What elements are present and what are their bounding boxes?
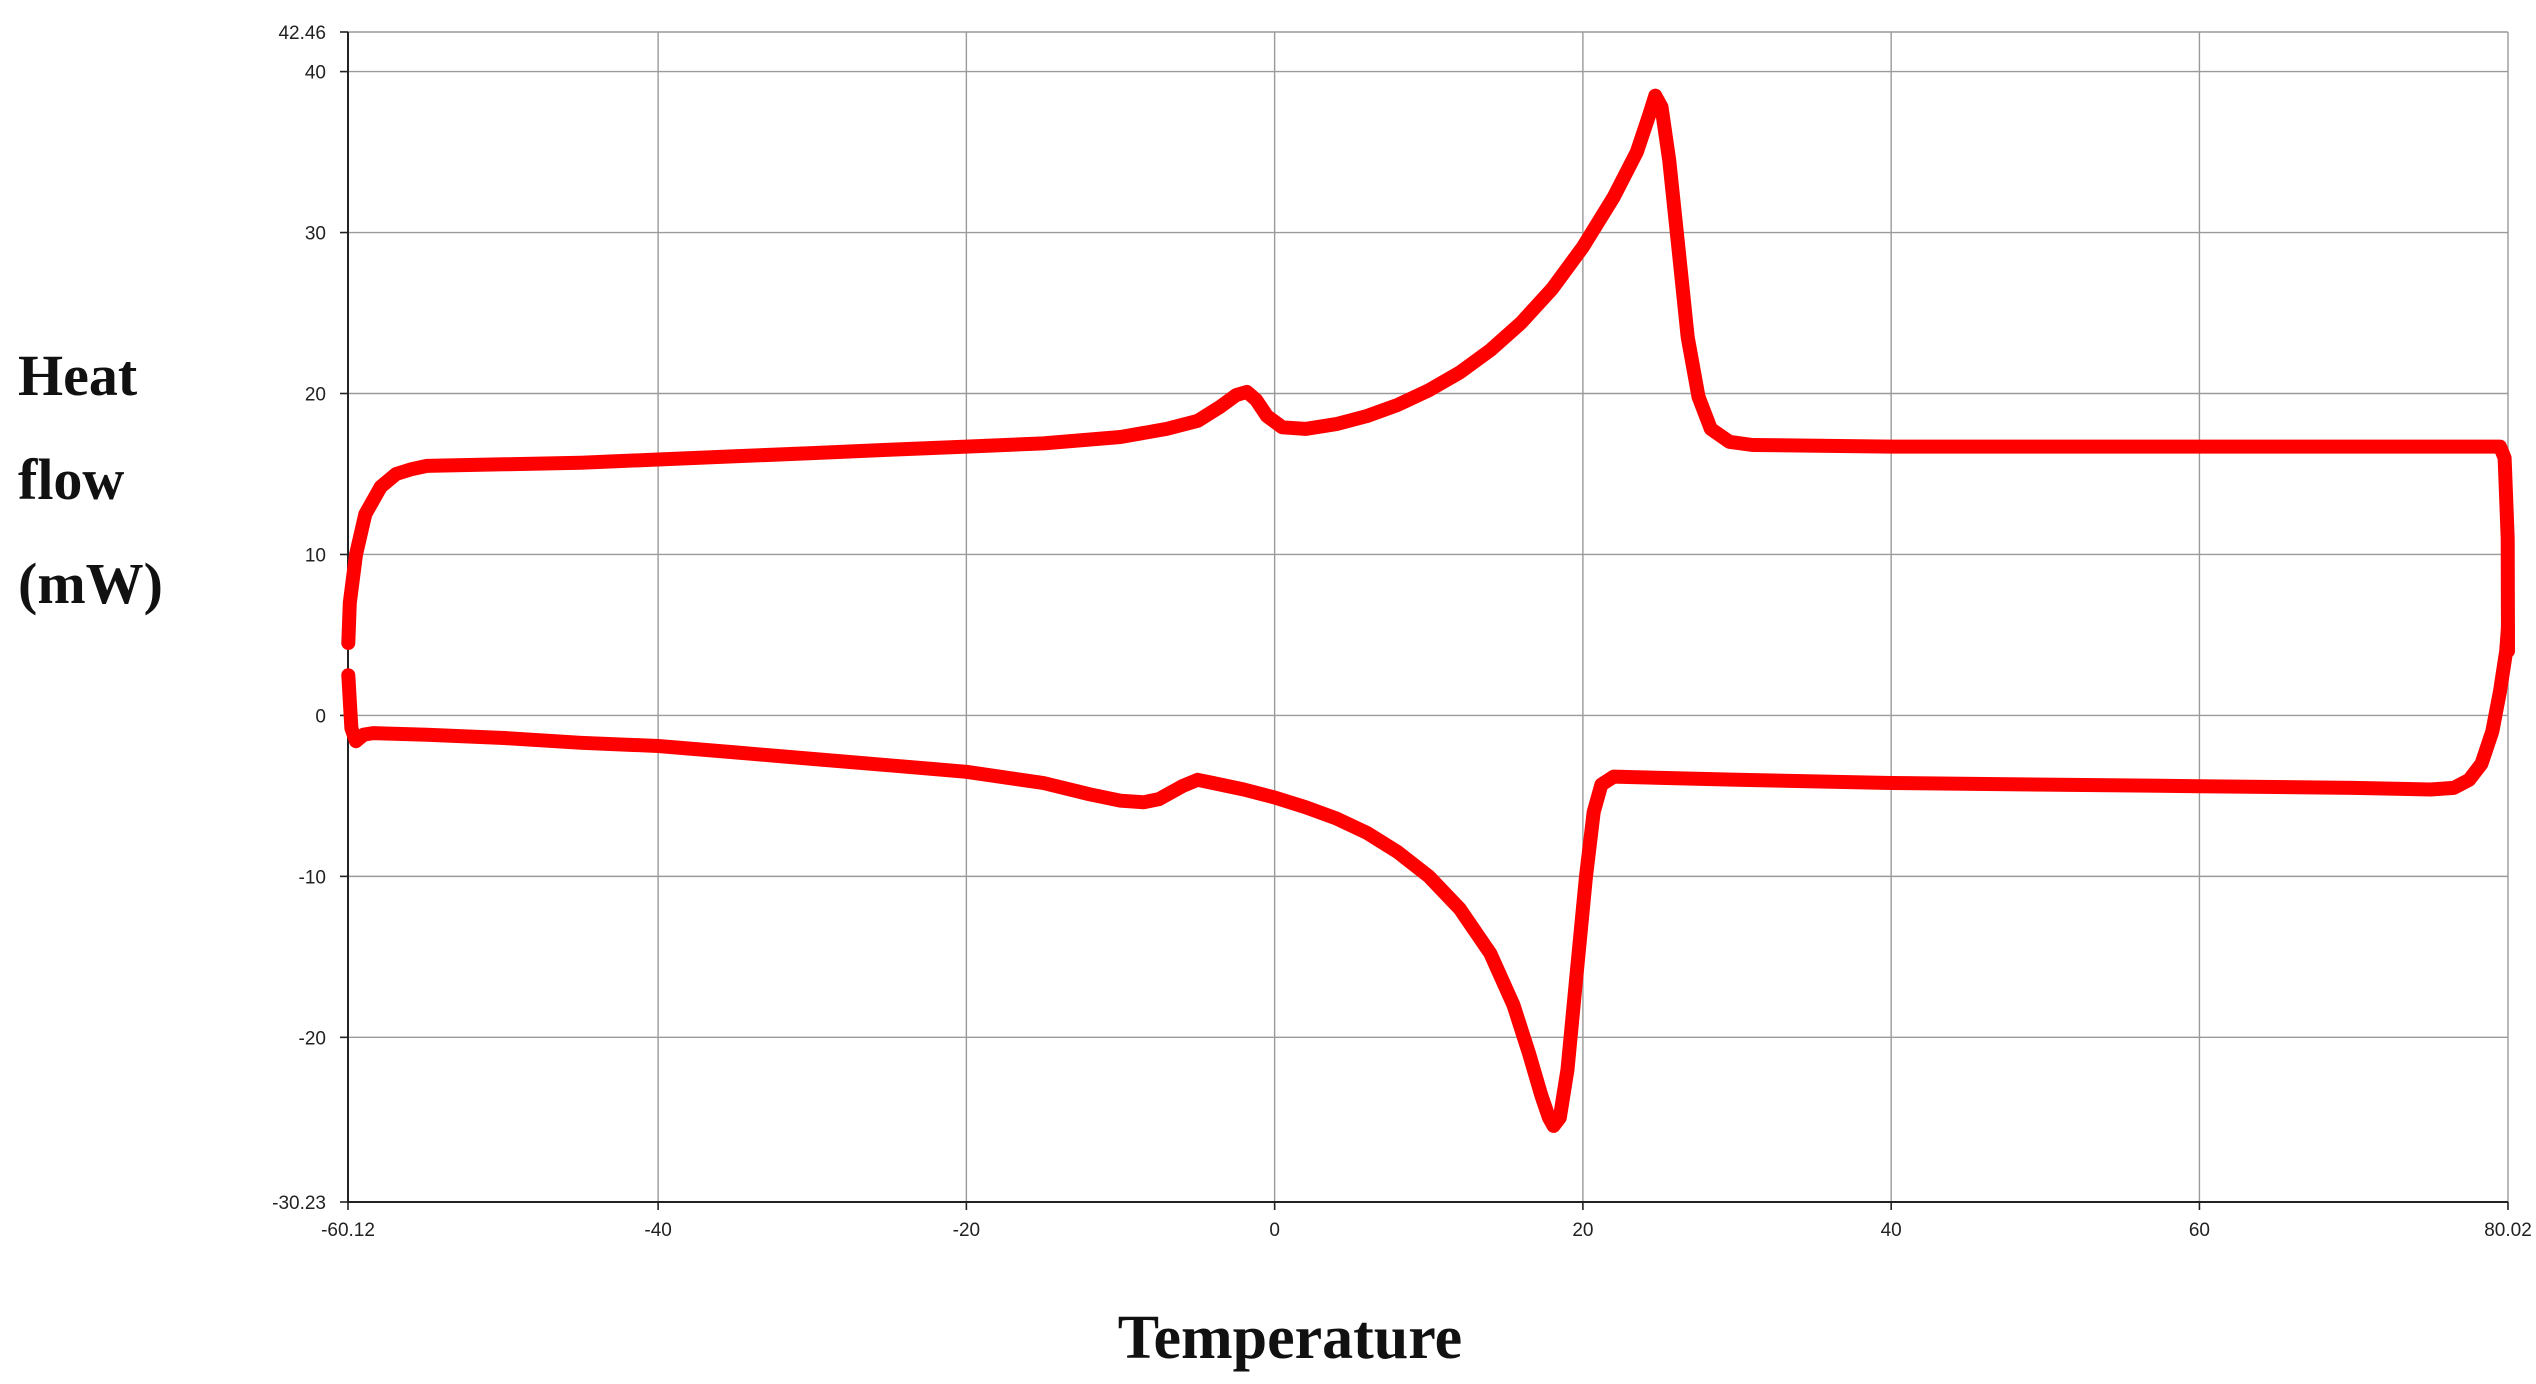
axes [347,32,2508,1203]
series-line-1 [341,619,2515,1133]
x-tick-label-5: 40 [1881,1220,1902,1241]
y-tick-label-7: -20 [299,1028,326,1049]
series-line-0 [341,88,2515,658]
y-tick-label-2: 30 [305,224,326,245]
x-tick-label-3: 0 [1269,1220,1280,1241]
x-tick-label-2: -20 [953,1220,980,1241]
y-tick-label-6: -10 [299,867,326,888]
y-tick-label-5: 0 [315,706,326,727]
x-tick-label-6: 60 [2189,1220,2210,1241]
x-tick-labels: -60.12 -40 -20 0 20 40 60 80.02 [321,1202,2532,1241]
y-tick-label-8: -30.23 [272,1193,326,1214]
x-tick-label-0: -60.12 [321,1220,375,1241]
y-axis-label-line-2: (mW) [18,551,163,616]
x-tick-label-1: -40 [644,1220,671,1241]
y-axis-label-line-0: Heat [18,343,138,408]
y-tick-label-0: 42.46 [278,23,326,44]
y-tick-label-4: 10 [305,545,326,566]
y-tick-label-1: 40 [305,63,326,84]
data-series [341,88,2515,1133]
x-tick-label-7: 80.02 [2484,1220,2532,1241]
y-axis-label-line-1: flow [18,447,124,512]
x-axis-label: Temperature [1118,1304,1462,1372]
x-tick-label-4: 20 [1572,1220,1593,1241]
y-tick-label-3: 20 [305,385,326,406]
grid-lines [347,31,2509,1203]
y-axis-label: Heat flow (mW) [18,343,163,616]
y-tick-labels: 42.46 40 30 20 10 0 -10 -20 -30.23 [272,23,348,1214]
